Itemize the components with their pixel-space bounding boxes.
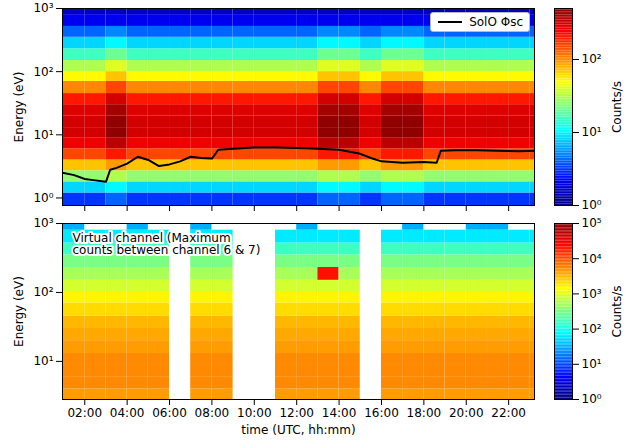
svg-text:10¹: 10¹ bbox=[582, 357, 602, 371]
svg-text:10⁴: 10⁴ bbox=[582, 252, 602, 266]
svg-text:20:00: 20:00 bbox=[449, 406, 484, 420]
svg-text:10²: 10² bbox=[582, 322, 602, 336]
svg-text:10²: 10² bbox=[582, 52, 602, 66]
svg-text:10¹: 10¹ bbox=[33, 354, 53, 368]
svg-text:10⁰: 10⁰ bbox=[582, 392, 602, 406]
svg-text:10¹: 10¹ bbox=[582, 125, 602, 139]
svg-text:10⁰: 10⁰ bbox=[582, 198, 602, 212]
svg-text:22:00: 22:00 bbox=[491, 406, 526, 420]
svg-text:10¹: 10¹ bbox=[33, 128, 53, 142]
svg-text:Virtual channel (Maximumcounts: Virtual channel (Maximumcounts between c… bbox=[73, 231, 261, 257]
svg-text:10²: 10² bbox=[33, 285, 53, 299]
svg-text:14:00: 14:00 bbox=[322, 406, 357, 420]
svg-text:12:00: 12:00 bbox=[279, 406, 314, 420]
svg-text:08:00: 08:00 bbox=[195, 406, 230, 420]
svg-text:18:00: 18:00 bbox=[407, 406, 442, 420]
svg-text:Counts/s: Counts/s bbox=[610, 81, 624, 133]
svg-text:10³: 10³ bbox=[33, 1, 53, 15]
svg-text:10⁰: 10⁰ bbox=[33, 191, 53, 205]
svg-text:06:00: 06:00 bbox=[152, 406, 187, 420]
svg-text:10²: 10² bbox=[33, 64, 53, 78]
svg-text:04:00: 04:00 bbox=[110, 406, 145, 420]
svg-text:time (UTC, hh:mm): time (UTC, hh:mm) bbox=[241, 423, 355, 437]
svg-text:10³: 10³ bbox=[33, 216, 53, 230]
svg-text:10:00: 10:00 bbox=[237, 406, 272, 420]
svg-text:Energy (eV): Energy (eV) bbox=[12, 276, 26, 347]
svg-text:10⁵: 10⁵ bbox=[582, 216, 602, 230]
svg-text:Energy (eV): Energy (eV) bbox=[12, 72, 26, 143]
svg-text:02:00: 02:00 bbox=[67, 406, 102, 420]
svg-text:Counts/s: Counts/s bbox=[610, 285, 624, 337]
svg-text:16:00: 16:00 bbox=[364, 406, 399, 420]
html-text:SolO Φsc: SolO Φsc bbox=[469, 15, 523, 29]
svg-text:10³: 10³ bbox=[582, 287, 602, 301]
